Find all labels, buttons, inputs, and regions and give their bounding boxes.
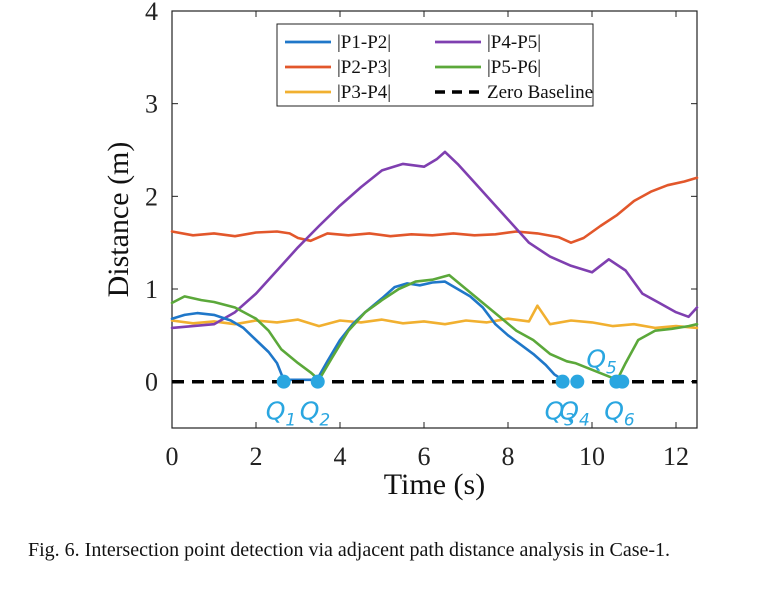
series-line-2 bbox=[170, 304, 699, 330]
legend-label: Zero Baseline bbox=[487, 82, 593, 103]
series-line-3 bbox=[170, 150, 699, 330]
x-tick-label: 2 bbox=[250, 442, 263, 471]
y-axis-title: Distance (m) bbox=[102, 142, 135, 298]
legend-label: |P1-P2| bbox=[337, 32, 391, 53]
legend-label: |P2-P3| bbox=[337, 57, 391, 78]
series-lines bbox=[170, 150, 699, 384]
series-line-0 bbox=[170, 280, 564, 382]
intersection-point bbox=[615, 374, 630, 389]
x-axis-title: Time (s) bbox=[384, 468, 485, 501]
intersection-point bbox=[555, 374, 570, 389]
x-tick-label: 0 bbox=[166, 442, 179, 471]
y-tick-label: 3 bbox=[145, 90, 158, 119]
x-tick-label: 10 bbox=[579, 442, 605, 471]
point-label: Q2 bbox=[300, 397, 331, 431]
y-tick-label: 4 bbox=[145, 0, 158, 26]
y-tick-label: 0 bbox=[145, 368, 158, 397]
point-label: Q4 bbox=[559, 397, 590, 431]
series-line-1 bbox=[170, 176, 699, 244]
point-label: Q6 bbox=[604, 397, 635, 431]
x-tick-label: 6 bbox=[418, 442, 431, 471]
point-label: Q1 bbox=[266, 397, 297, 431]
y-tick-label: 1 bbox=[145, 275, 158, 304]
x-tick-label: 12 bbox=[663, 442, 689, 471]
y-tick-label: 2 bbox=[145, 182, 158, 211]
intersection-point bbox=[570, 374, 585, 389]
legend-label: |P3-P4| bbox=[337, 82, 391, 103]
figure-caption: Fig. 6. Intersection point detection via… bbox=[28, 539, 671, 561]
series-line-4 bbox=[170, 273, 699, 382]
legend: |P1-P2| |P2-P3| |P3-P4| |P4-P5| |P5-P6| Zero … bbox=[276, 23, 594, 107]
legend-label: |P4-P5| bbox=[487, 32, 541, 53]
intersection-point bbox=[310, 374, 325, 389]
intersection-point bbox=[276, 374, 291, 389]
point-label: Q3 bbox=[545, 397, 576, 431]
point-label: Q5 bbox=[586, 345, 617, 379]
x-tick-label: 4 bbox=[334, 442, 347, 471]
legend-label: |P5-P6| bbox=[487, 57, 541, 78]
x-tick-label: 8 bbox=[502, 442, 515, 471]
